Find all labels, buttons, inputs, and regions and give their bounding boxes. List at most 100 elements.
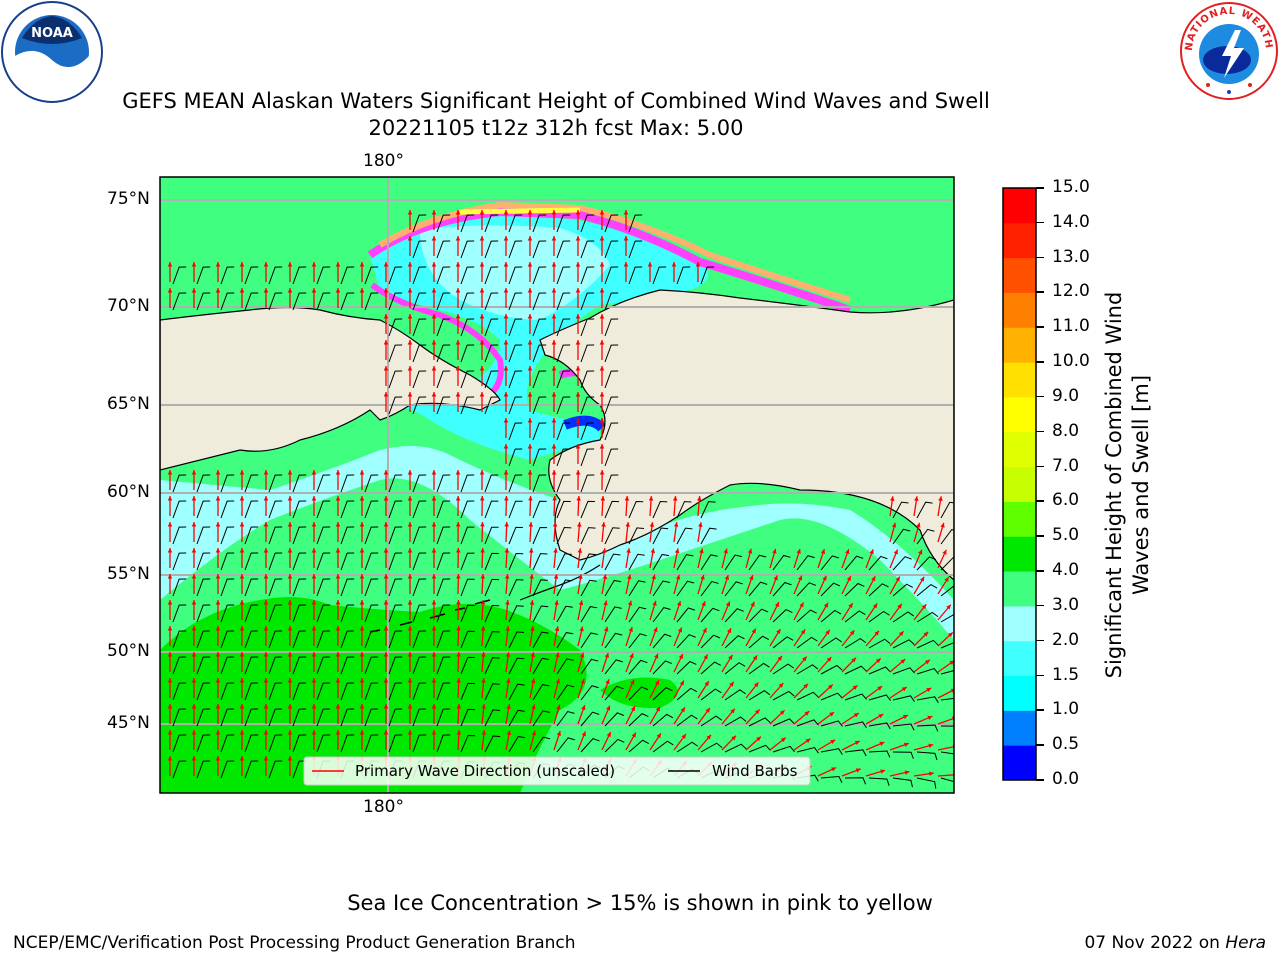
wave-arrowhead <box>503 236 509 241</box>
wave-arrowhead <box>723 548 728 554</box>
wind-barb <box>388 318 403 337</box>
wave-arrowhead <box>599 236 605 241</box>
wind-barb <box>508 474 523 493</box>
wind-barb <box>796 555 815 571</box>
wind-barb <box>340 552 355 571</box>
wave-arrowhead <box>751 628 756 634</box>
wind-barb <box>292 708 307 727</box>
colorbar-tick-label: 10.0 <box>1052 351 1090 372</box>
wind-barb <box>532 526 548 545</box>
wind-barb <box>220 266 235 285</box>
wave-arrowhead <box>724 575 730 580</box>
wave-arrowhead <box>311 600 317 605</box>
wind-barb <box>652 266 667 285</box>
wave-arrowhead <box>335 574 341 579</box>
wind-barb <box>556 292 571 311</box>
wave-arrowhead <box>239 678 245 683</box>
wave-arrowhead <box>551 392 557 397</box>
wave-arrowhead <box>626 548 631 554</box>
wind-barb <box>532 266 547 285</box>
wind-barb <box>436 708 451 727</box>
wind-barb <box>676 634 696 649</box>
wind-barb <box>532 631 549 649</box>
wind-barb <box>508 657 525 675</box>
wave-arrowhead <box>671 262 677 267</box>
wind-barb <box>532 500 547 519</box>
wave-arrowhead <box>311 730 317 735</box>
wave-arrowhead <box>191 496 197 501</box>
wind-barb <box>556 684 575 701</box>
colorbar-tick-label: 4.0 <box>1052 560 1080 581</box>
colorbar-tick <box>1036 291 1044 293</box>
wind-barb <box>244 292 259 311</box>
wind-barb <box>772 745 795 753</box>
colorbar-tick <box>1036 744 1044 746</box>
wind-barb <box>244 500 259 519</box>
wave-arrowhead <box>580 678 585 684</box>
wind-barb <box>868 750 891 758</box>
wave-arrowhead <box>479 470 485 475</box>
wave-arrowhead <box>311 574 317 579</box>
wind-barb <box>412 344 427 363</box>
wind-barb <box>556 553 572 571</box>
wave-arrowhead <box>455 236 461 241</box>
wind-barb <box>556 500 571 519</box>
wave-arrowhead <box>897 603 902 609</box>
wind-barb <box>580 606 598 623</box>
colorbar-tick-label: 14.0 <box>1052 211 1090 232</box>
wind-barb <box>700 607 720 623</box>
wind-barb <box>580 711 600 727</box>
wind-barb <box>460 500 475 519</box>
wave-arrowhead <box>872 603 878 609</box>
wave-arrowhead <box>407 262 413 267</box>
wind-barb <box>556 737 575 753</box>
wave-arrowhead <box>503 366 509 371</box>
wind-barb <box>484 709 500 727</box>
wave-arrowhead <box>311 470 317 475</box>
wind-barb <box>364 292 379 311</box>
wind-barb <box>364 630 379 649</box>
wind-barb <box>460 318 475 337</box>
wind-barb <box>676 580 695 597</box>
wave-arrowhead <box>577 522 582 527</box>
wind-barb <box>652 687 673 701</box>
colorbar-tick <box>1036 604 1044 607</box>
wind-barb <box>532 657 550 675</box>
wave-arrowhead <box>383 548 389 553</box>
wind-barb <box>196 474 211 493</box>
wind-barb <box>796 746 819 754</box>
wind-barb <box>676 266 691 285</box>
wave-arrowhead <box>940 522 945 528</box>
wave-arrowhead <box>455 522 461 527</box>
colorbar-segment <box>1003 571 1036 607</box>
wave-arrowhead <box>479 210 485 215</box>
wave-arrowhead <box>479 392 485 397</box>
wind-barb <box>412 240 427 259</box>
wave-arrowhead <box>504 496 509 501</box>
wave-arrowhead <box>383 496 389 501</box>
wave-arrowhead <box>679 680 684 686</box>
wind-barb <box>820 609 842 623</box>
wave-arrowhead <box>823 602 829 608</box>
wave-arrowhead <box>780 737 786 743</box>
wind-barb <box>292 604 307 623</box>
colorbar-tick-label: 5.0 <box>1052 525 1080 546</box>
wind-barb <box>436 292 451 311</box>
wave-arrowhead <box>551 210 557 215</box>
wind-barb <box>604 318 619 337</box>
wind-barb <box>892 777 913 788</box>
wave-arrowhead <box>944 577 949 583</box>
wind-barb <box>412 370 427 389</box>
wind-barb <box>364 734 379 753</box>
wave-arrowhead <box>505 652 511 657</box>
wave-arrowhead <box>851 657 857 663</box>
wind-barb <box>724 689 746 701</box>
wave-arrowhead <box>407 704 413 709</box>
wave-arrowhead <box>239 574 245 579</box>
wind-barb <box>316 292 331 311</box>
wind-barb <box>796 582 816 597</box>
wave-arrowhead <box>575 262 581 267</box>
wave-arrowhead <box>239 288 245 293</box>
wind-barb <box>220 500 235 519</box>
wave-arrowhead <box>456 704 462 709</box>
